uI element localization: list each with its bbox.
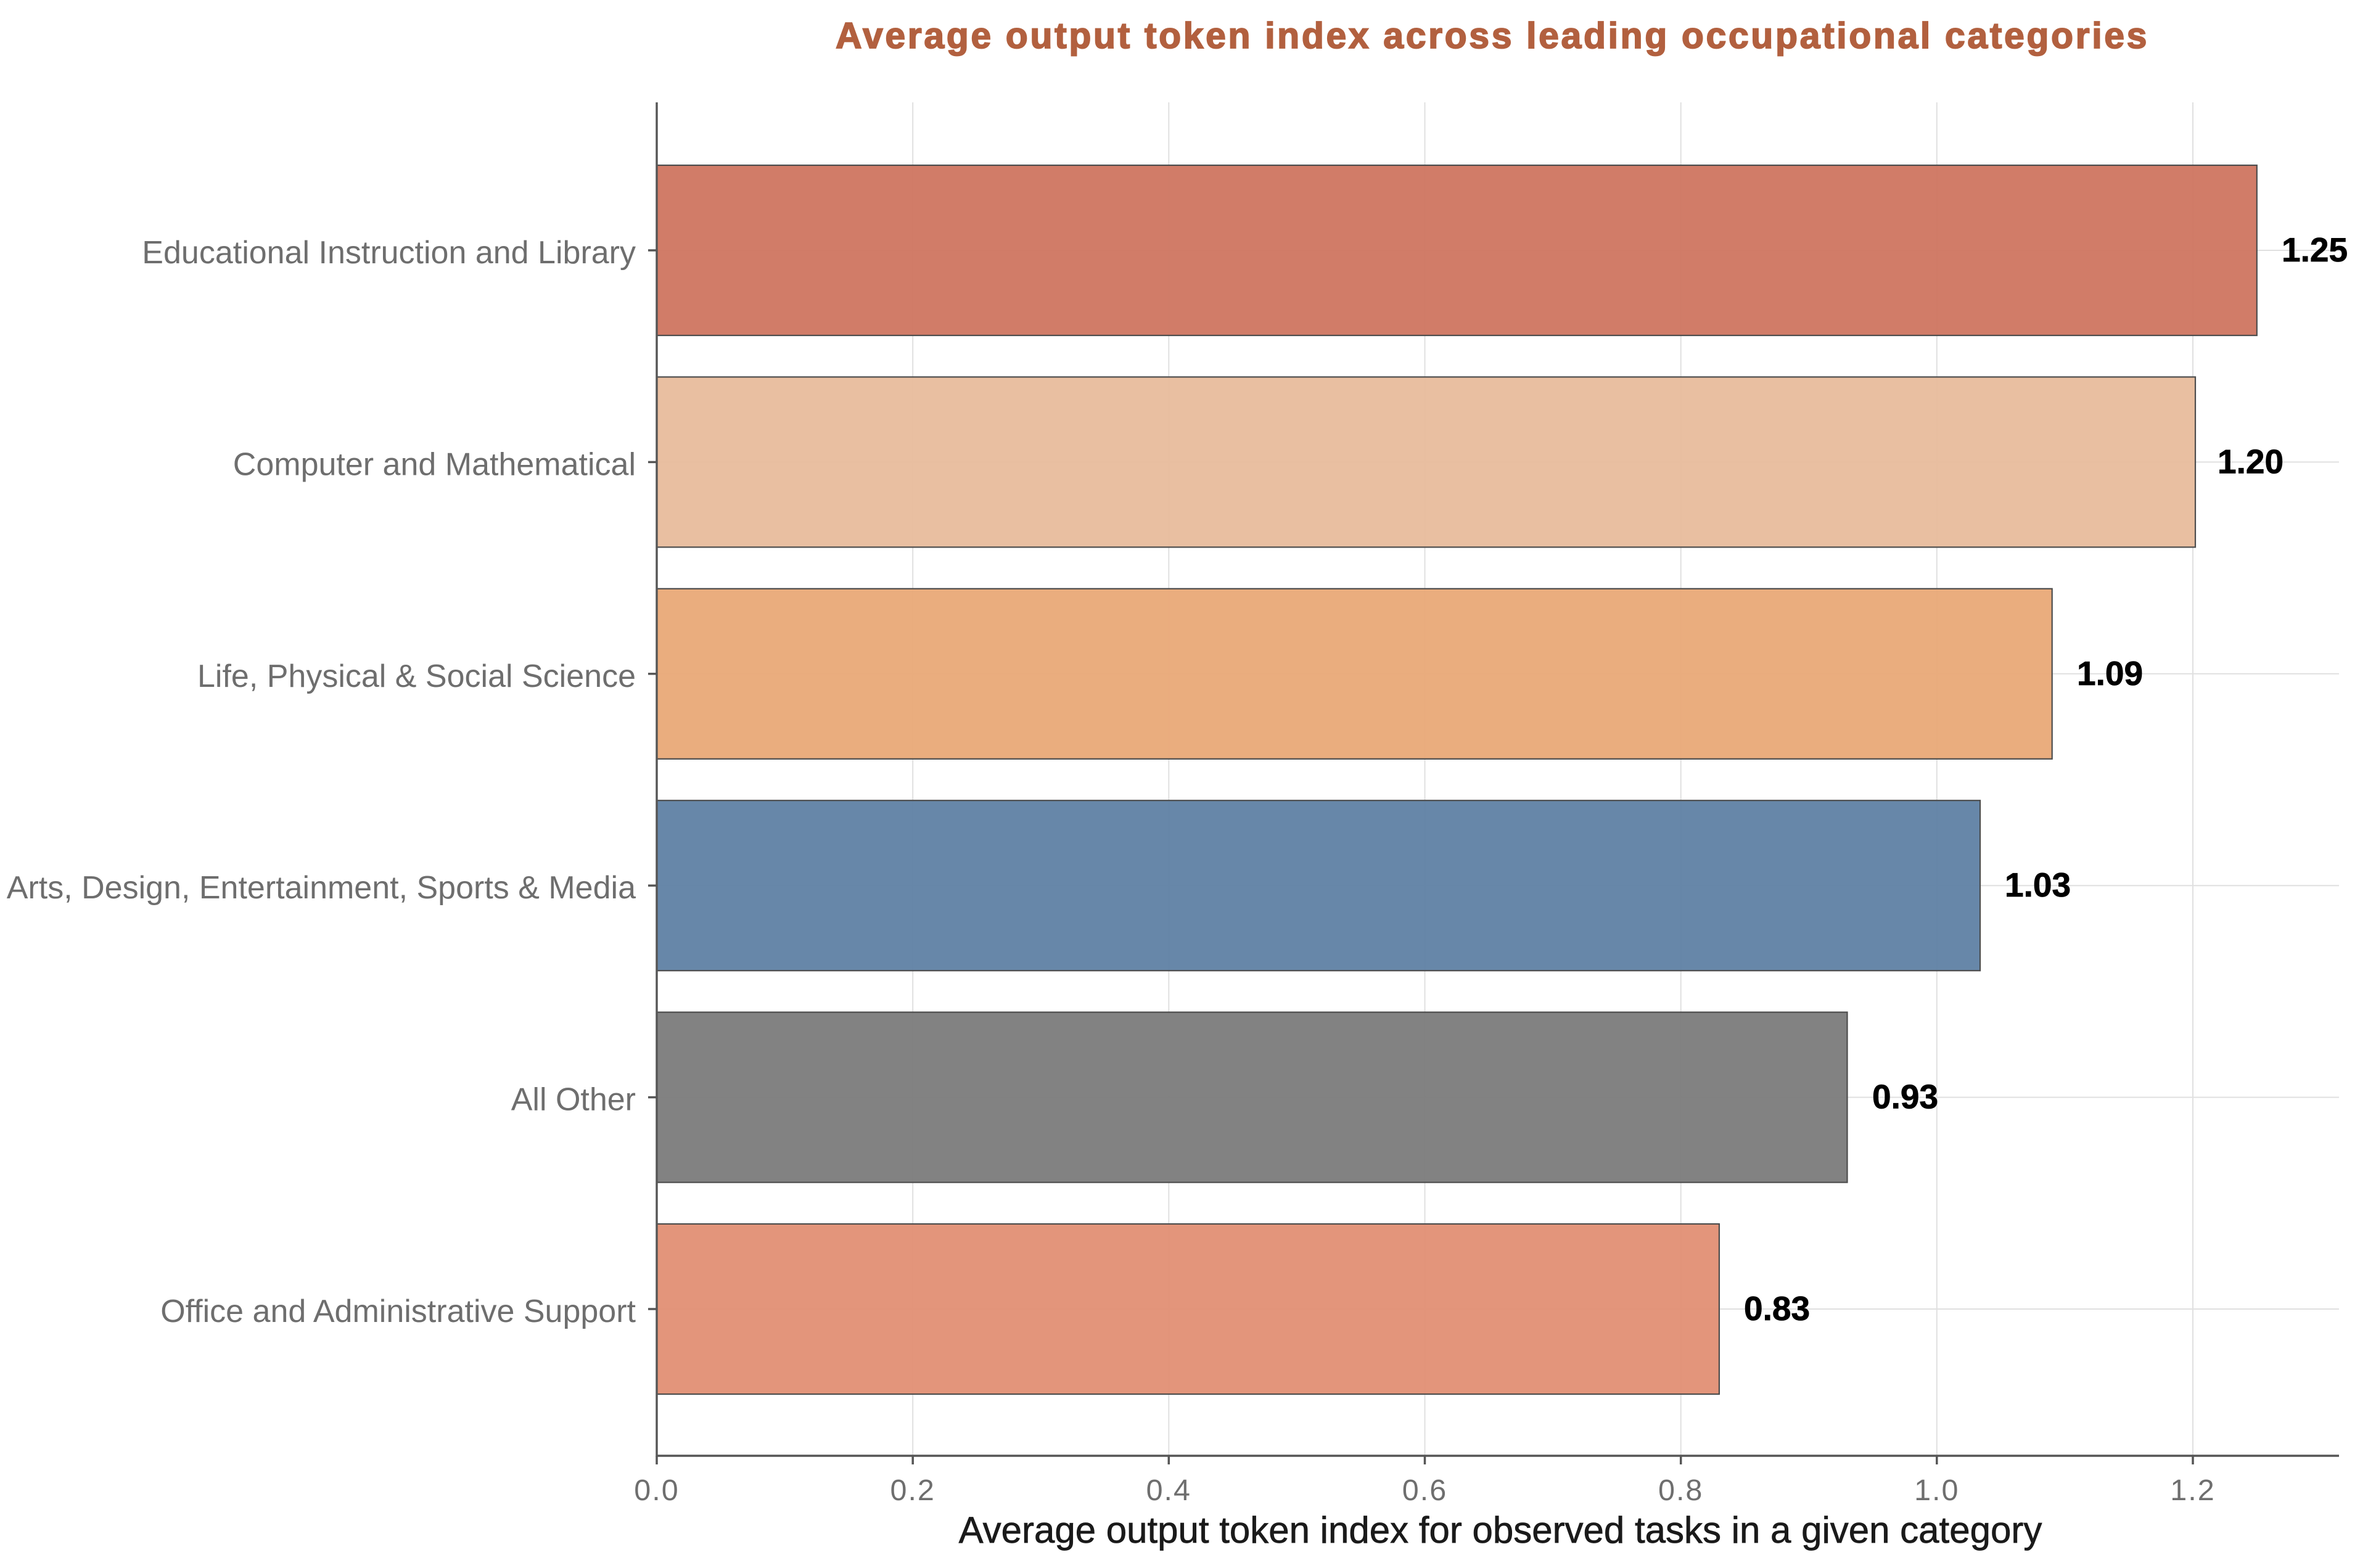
svg-text:0.93: 0.93 <box>1872 1078 1938 1116</box>
svg-text:1.2: 1.2 <box>2170 1474 2215 1507</box>
svg-text:1.03: 1.03 <box>2005 866 2071 904</box>
svg-text:Educational Instruction and Li: Educational Instruction and Library <box>142 235 636 271</box>
svg-text:Average output token index acr: Average output token index across leadin… <box>836 15 2149 56</box>
svg-text:Computer and Mathematical: Computer and Mathematical <box>233 446 636 482</box>
svg-text:0.4: 0.4 <box>1146 1474 1191 1507</box>
svg-text:1.25: 1.25 <box>2282 231 2348 269</box>
svg-text:1.09: 1.09 <box>2077 654 2143 692</box>
svg-text:0.6: 0.6 <box>1402 1474 1447 1507</box>
svg-text:All Other: All Other <box>511 1082 636 1118</box>
svg-text:Average output token index for: Average output token index for observed … <box>959 1509 2042 1551</box>
svg-text:Office and Administrative Supp: Office and Administrative Support <box>160 1294 636 1329</box>
svg-text:1.20: 1.20 <box>2218 442 2284 480</box>
svg-text:0.83: 0.83 <box>1744 1289 1810 1328</box>
svg-text:0.2: 0.2 <box>890 1474 935 1507</box>
svg-text:0.0: 0.0 <box>634 1474 679 1507</box>
svg-text:0.8: 0.8 <box>1658 1474 1703 1507</box>
svg-text:1.0: 1.0 <box>1914 1474 1959 1507</box>
svg-text:Life, Physical & Social Scienc: Life, Physical & Social Science <box>197 659 636 694</box>
svg-text:Arts, Design, Entertainment, S: Arts, Design, Entertainment, Sports & Me… <box>7 870 636 906</box>
